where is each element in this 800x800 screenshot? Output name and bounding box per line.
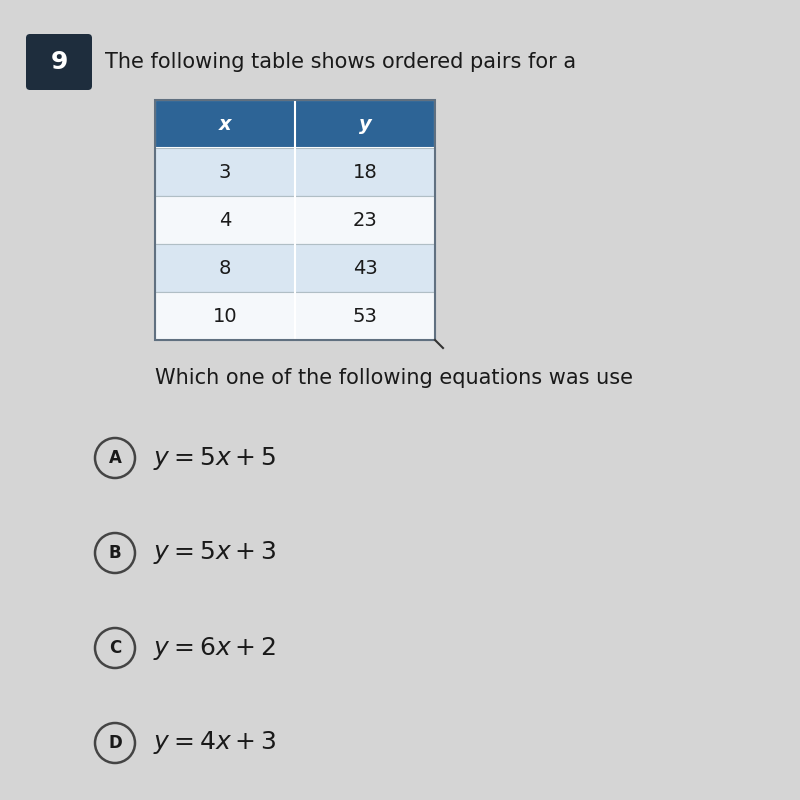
Bar — [155, 244, 435, 292]
Text: The following table shows ordered pairs for a: The following table shows ordered pairs … — [105, 52, 576, 72]
Text: $y = 5x + 5$: $y = 5x + 5$ — [153, 445, 276, 471]
FancyBboxPatch shape — [26, 34, 92, 90]
Text: 4: 4 — [219, 210, 231, 230]
Text: 53: 53 — [353, 306, 378, 326]
Bar — [155, 292, 435, 340]
Text: x: x — [218, 114, 231, 134]
Text: C: C — [109, 639, 121, 657]
Text: 8: 8 — [219, 258, 231, 278]
Text: 3: 3 — [219, 162, 231, 182]
Text: $y = 5x + 3$: $y = 5x + 3$ — [153, 539, 276, 566]
Bar — [155, 196, 435, 244]
Bar — [155, 100, 435, 340]
Bar — [155, 100, 435, 148]
Text: $y = 4x + 3$: $y = 4x + 3$ — [153, 730, 276, 757]
Text: 18: 18 — [353, 162, 378, 182]
Text: $y = 6x + 2$: $y = 6x + 2$ — [153, 634, 276, 662]
Text: A: A — [109, 449, 122, 467]
Text: D: D — [108, 734, 122, 752]
Bar — [155, 148, 435, 196]
Text: B: B — [109, 544, 122, 562]
Text: Which one of the following equations was use: Which one of the following equations was… — [155, 368, 633, 388]
Text: 10: 10 — [213, 306, 238, 326]
Text: 9: 9 — [50, 50, 68, 74]
Text: 23: 23 — [353, 210, 378, 230]
Text: y: y — [358, 114, 371, 134]
Text: 43: 43 — [353, 258, 378, 278]
